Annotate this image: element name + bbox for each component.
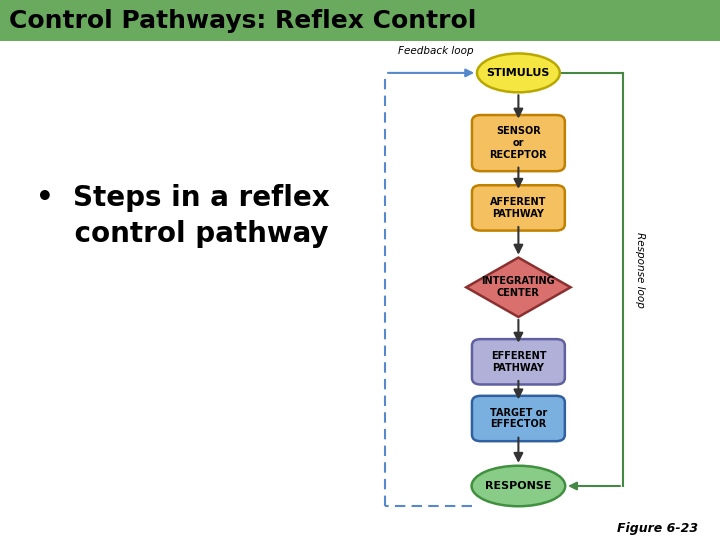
- FancyBboxPatch shape: [0, 0, 720, 40]
- Text: INTEGRATING
CENTER: INTEGRATING CENTER: [482, 276, 555, 298]
- Text: •  Steps in a reflex
    control pathway: • Steps in a reflex control pathway: [36, 184, 330, 248]
- FancyBboxPatch shape: [472, 339, 565, 384]
- Text: Control Pathways: Reflex Control: Control Pathways: Reflex Control: [9, 9, 476, 32]
- FancyBboxPatch shape: [472, 115, 565, 171]
- Text: AFFERENT
PATHWAY: AFFERENT PATHWAY: [490, 197, 546, 219]
- Text: Response loop: Response loop: [635, 232, 645, 308]
- FancyBboxPatch shape: [472, 396, 565, 441]
- Text: STIMULUS: STIMULUS: [487, 68, 550, 78]
- Ellipse shape: [472, 465, 565, 507]
- Text: EFFERENT
PATHWAY: EFFERENT PATHWAY: [490, 351, 546, 373]
- Polygon shape: [467, 258, 571, 317]
- Text: SENSOR
or
RECEPTOR: SENSOR or RECEPTOR: [490, 126, 547, 160]
- Text: Figure 6-23: Figure 6-23: [617, 522, 698, 535]
- Text: RESPONSE: RESPONSE: [485, 481, 552, 491]
- FancyBboxPatch shape: [472, 185, 565, 231]
- Ellipse shape: [477, 53, 560, 92]
- Text: TARGET or
EFFECTOR: TARGET or EFFECTOR: [490, 408, 547, 429]
- Text: Feedback loop: Feedback loop: [397, 46, 474, 56]
